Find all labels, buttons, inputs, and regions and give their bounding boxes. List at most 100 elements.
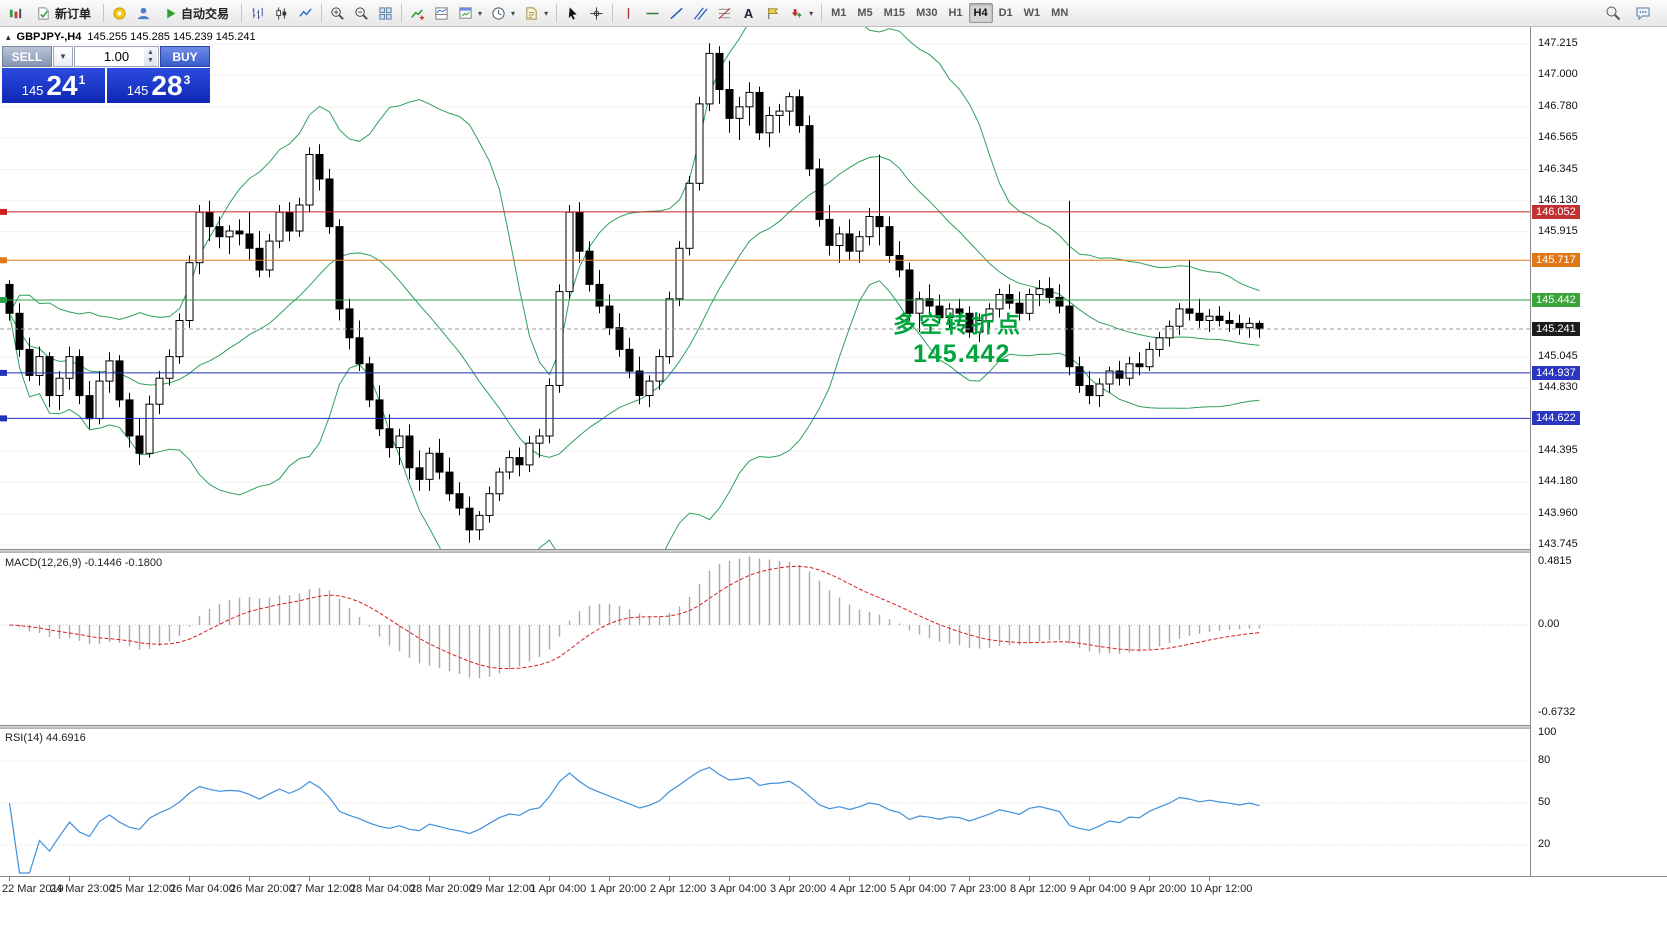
- annotation-price: 145.442: [913, 339, 1011, 368]
- indicator-windows-button[interactable]: [430, 2, 453, 24]
- timeframe-button-M15[interactable]: M15: [879, 3, 910, 23]
- chat-button[interactable]: [1631, 2, 1655, 24]
- trendline-button[interactable]: [665, 2, 688, 24]
- price-tick-label: 144.830: [1538, 381, 1578, 394]
- toolbar-separator: [556, 4, 558, 22]
- zoom-in-button[interactable]: [326, 2, 349, 24]
- time-axis-label: 1 Apr 20:00: [590, 883, 647, 895]
- timeframe-button-W1[interactable]: W1: [1019, 3, 1046, 23]
- time-axis-label: 9 Apr 20:00: [1130, 883, 1187, 895]
- volume-down-button[interactable]: ▼: [147, 56, 154, 64]
- time-axis-label: 7 Apr 23:00: [950, 883, 1007, 895]
- chevron-down-icon: ▾: [511, 8, 516, 18]
- time-axis-label: 4 Apr 12:00: [830, 883, 887, 895]
- templates-button[interactable]: ▾: [520, 2, 552, 24]
- price-line-tag: 146.052: [1532, 204, 1580, 219]
- volume-stepper: ▲ ▼: [144, 47, 157, 66]
- text-label-icon: [765, 6, 780, 21]
- time-axis-label: 28 Mar 20:00: [410, 883, 475, 895]
- price-tick-label: 144.395: [1538, 444, 1578, 457]
- candles-layer: [5, 43, 1264, 543]
- bar-chart-button[interactable]: [246, 2, 269, 24]
- timeframe-button-M1[interactable]: M1: [826, 3, 851, 23]
- time-tick: [9, 877, 10, 881]
- panel-divider[interactable]: [0, 725, 1667, 729]
- new-chart-button[interactable]: ▾: [454, 2, 486, 24]
- timeframe-button-D1[interactable]: D1: [994, 3, 1018, 23]
- rsi-axis-label: 50: [1538, 796, 1551, 808]
- price-tick-label: 143.960: [1538, 506, 1578, 519]
- cursor-button[interactable]: [561, 2, 584, 24]
- timeframe-button-H4[interactable]: H4: [968, 3, 993, 23]
- main-chart[interactable]: [0, 27, 1530, 550]
- horizontal-lines-layer: [0, 208, 1530, 422]
- vertical-line-button[interactable]: [617, 2, 640, 24]
- order-type-dropdown[interactable]: ▼: [53, 46, 73, 67]
- price-tick-label: 147.215: [1538, 37, 1578, 49]
- indicators-button[interactable]: [406, 2, 429, 24]
- sell-price-pips: 24: [46, 69, 78, 101]
- time-axis-label: 29 Mar 12:00: [470, 883, 535, 895]
- horizontal-line-icon: [645, 6, 660, 21]
- autotrade-label: 自动交易: [181, 6, 230, 21]
- volume-input[interactable]: 1.00 ▲ ▼: [74, 46, 159, 67]
- chart-header: ▴ GBPJPY-,H4 145.255 145.285 145.239 145…: [6, 31, 256, 43]
- buy-price-panel[interactable]: 145 28 3: [107, 68, 210, 103]
- time-axis-label: 10 Apr 12:00: [1190, 883, 1253, 895]
- crosshair-button[interactable]: [585, 2, 608, 24]
- sell-price-point: 1: [78, 72, 86, 87]
- timeframe-button-MN[interactable]: MN: [1046, 3, 1073, 23]
- rsi-axis-label: 20: [1538, 838, 1551, 850]
- search-button[interactable]: [1601, 2, 1625, 24]
- new-order-icon: [36, 6, 51, 21]
- collapse-icon[interactable]: ▴: [6, 31, 11, 42]
- timeframe-button-M5[interactable]: M5: [852, 3, 877, 23]
- period-button[interactable]: ▾: [487, 2, 519, 24]
- time-tick: [909, 877, 910, 881]
- buy-price-pips: 28: [151, 69, 183, 101]
- text-label-button[interactable]: [761, 2, 784, 24]
- sell-price-panel[interactable]: 145 24 1: [2, 68, 105, 103]
- macd-indicator-chart[interactable]: [0, 553, 1530, 726]
- time-axis-label: 27 Mar 12:00: [290, 883, 355, 895]
- time-tick: [729, 877, 730, 881]
- price-axis[interactable]: 147.215 147.000 146.780 146.565 146.345 146.1…: [1530, 27, 1667, 876]
- trendline-icon: [669, 6, 684, 21]
- arrows-button[interactable]: ▾: [785, 2, 817, 24]
- buy-button[interactable]: BUY: [160, 46, 210, 67]
- time-axis-label: 26 Mar 04:00: [170, 883, 235, 895]
- zoom-out-button[interactable]: [350, 2, 373, 24]
- volume-up-button[interactable]: ▲: [147, 48, 154, 56]
- rsi-axis-label: 100: [1538, 726, 1557, 738]
- macd-axis-label: 0.00: [1538, 618, 1560, 630]
- mql5-community-button[interactable]: [108, 2, 131, 24]
- tile-windows-button[interactable]: [374, 2, 397, 24]
- profile-button[interactable]: [132, 2, 155, 24]
- time-tick: [849, 877, 850, 881]
- text-button[interactable]: A: [737, 2, 760, 24]
- fibonacci-button[interactable]: [713, 2, 736, 24]
- time-axis[interactable]: 22 Mar 2019 24 Mar 23:00 25 Mar 12:00 26 Ma…: [0, 876, 1667, 952]
- sell-button[interactable]: SELL: [2, 46, 52, 67]
- panel-divider[interactable]: [0, 549, 1667, 553]
- sell-price-base: 145: [21, 83, 44, 98]
- time-tick: [969, 877, 970, 881]
- annotation-text: 多空转折点: [893, 311, 1023, 337]
- channel-button[interactable]: [689, 2, 712, 24]
- toolbar: 新订单 自动交易 ▾ ▾ ▾ A ▾ M1 M5: [0, 0, 1667, 27]
- timeframe-button-M30[interactable]: M30: [911, 3, 942, 23]
- horizontal-line-button[interactable]: [641, 2, 664, 24]
- new-order-button[interactable]: 新订单: [28, 2, 99, 24]
- price-tick-label: 145.915: [1538, 224, 1578, 237]
- chevron-down-icon: ▼: [59, 52, 67, 61]
- time-tick: [1029, 877, 1030, 881]
- line-chart-button[interactable]: [294, 2, 317, 24]
- autotrade-button[interactable]: 自动交易: [156, 2, 237, 24]
- symbol-label: GBPJPY-,H4: [16, 31, 82, 43]
- toolbar-right-group: [1601, 2, 1663, 24]
- candlestick-chart-button[interactable]: [270, 2, 293, 24]
- rsi-indicator-chart[interactable]: [0, 729, 1530, 876]
- rsi-line: [8, 766, 1260, 874]
- timeframe-button-H1[interactable]: H1: [943, 3, 967, 23]
- time-tick: [309, 877, 310, 881]
